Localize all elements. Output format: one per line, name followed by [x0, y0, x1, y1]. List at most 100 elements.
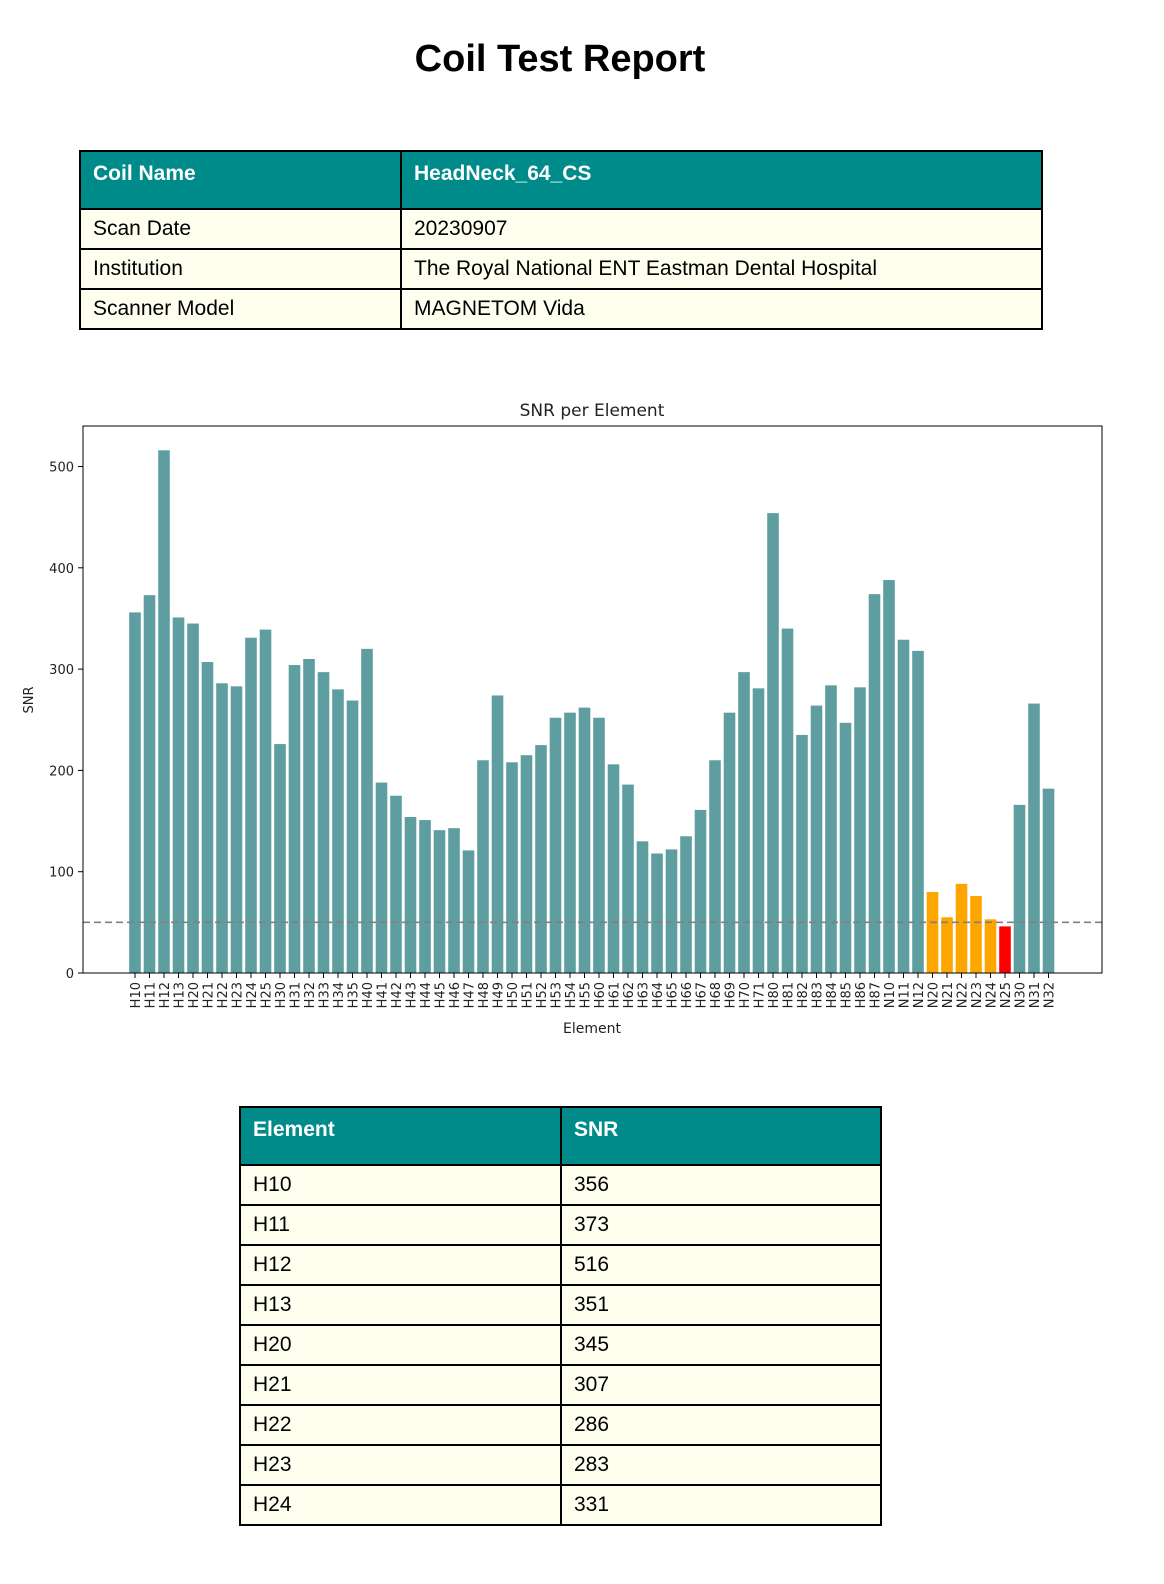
bar-H64: [651, 853, 663, 973]
x-tick-label: N22: [956, 982, 971, 1008]
x-tick-label: N10: [883, 982, 898, 1008]
x-tick-label: H52: [535, 982, 550, 1008]
bar-H86: [854, 687, 866, 973]
x-tick-label: N30: [1014, 982, 1029, 1008]
bar-H67: [694, 809, 707, 973]
y-tick-label: 200: [49, 764, 74, 779]
element-cell: H21: [239, 1364, 562, 1406]
x-tick-label: H24: [245, 982, 260, 1008]
bar-H55: [578, 707, 591, 973]
x-tick-label: H20: [187, 982, 202, 1008]
x-tick-label: H82: [796, 982, 811, 1008]
x-tick-label: H34: [332, 982, 347, 1008]
bar-H22: [216, 683, 228, 973]
bar-H40: [361, 648, 373, 973]
table-row: H10 356: [239, 1164, 882, 1206]
snr-cell: 331: [560, 1484, 882, 1526]
bar-H62: [622, 784, 634, 973]
bar-H42: [390, 795, 402, 973]
x-tick-label: H55: [579, 982, 594, 1008]
bar-H66: [680, 836, 692, 973]
element-cell: H24: [239, 1484, 562, 1526]
x-tick-label: H62: [622, 982, 637, 1008]
bar-H61: [607, 764, 620, 973]
scanner-model-value: MAGNETOM Vida: [400, 288, 1043, 330]
bar-H50: [506, 762, 518, 973]
x-tick-label: H30: [274, 982, 289, 1008]
bar-H43: [404, 817, 417, 973]
snr-table: Element SNR H10 356 H11 373 H12 516 H13 351 H20 3…: [239, 1106, 882, 1526]
institution-label: Institution: [79, 248, 402, 290]
bar-H51: [520, 755, 533, 973]
x-tick-label: H69: [724, 982, 739, 1008]
table-row: Scan Date 20230907: [79, 208, 1043, 250]
bar-N30: [1013, 804, 1026, 973]
x-tick-label: N23: [970, 982, 985, 1008]
x-tick-label: H23: [231, 982, 246, 1008]
x-tick-label: H68: [709, 982, 724, 1008]
element-cell: H13: [239, 1284, 562, 1326]
x-tick-label: H81: [782, 982, 797, 1008]
x-tick-label: H50: [506, 982, 521, 1008]
y-axis: 0 100 200 300 400 500: [49, 461, 83, 982]
x-tick-label: N25: [999, 982, 1014, 1008]
bar-H31: [288, 665, 301, 973]
x-tick-label: H54: [564, 982, 579, 1008]
scan-date-value: 20230907: [400, 208, 1043, 250]
x-tick-label: H80: [767, 982, 782, 1008]
snr-cell: 307: [560, 1364, 882, 1406]
x-tick-label: H40: [361, 982, 376, 1008]
bar-N31: [1028, 703, 1040, 973]
bar-H53: [549, 717, 562, 973]
bar-H81: [781, 628, 794, 973]
snr-cell: 286: [560, 1404, 882, 1446]
x-tick-label: N11: [898, 982, 913, 1008]
x-tick-label: H64: [651, 982, 666, 1008]
table-row: Scanner Model MAGNETOM Vida: [79, 288, 1043, 330]
x-tick-label: H12: [158, 982, 173, 1008]
x-tick-label: H51: [521, 982, 536, 1008]
y-tick-label: 400: [49, 562, 74, 577]
x-axis: H10 H11 H12 H13 H20 H21 H22 H23 H24 H25 H30 H31 H32 H…: [129, 973, 1058, 1008]
x-tick-label: H21: [202, 982, 217, 1008]
bar-H46: [448, 828, 460, 973]
x-tick-label: H32: [303, 982, 318, 1008]
bar-H24: [245, 637, 257, 973]
bar-N25: [999, 926, 1011, 973]
x-tick-label: H86: [854, 982, 869, 1008]
bar-H11: [143, 595, 156, 973]
x-tick-label: H22: [216, 982, 231, 1008]
x-tick-label: H41: [376, 982, 391, 1008]
bar-H35: [346, 700, 359, 973]
bar-H68: [709, 760, 721, 973]
y-tick-label: 300: [49, 663, 74, 678]
x-tick-label: H25: [260, 982, 275, 1008]
bar-H10: [129, 612, 141, 973]
x-tick-label: H49: [492, 982, 507, 1008]
x-tick-label: H43: [405, 982, 420, 1008]
bar-H63: [636, 841, 649, 973]
snr-cell: 345: [560, 1324, 882, 1366]
x-tick-label: H13: [173, 982, 188, 1008]
x-tick-label: H66: [680, 982, 695, 1008]
bar-H82: [796, 734, 808, 973]
bar-N11: [897, 639, 910, 973]
table-row: H21 307: [239, 1364, 882, 1406]
bar-H20: [187, 623, 199, 973]
x-axis-label: Element: [563, 1021, 621, 1037]
y-tick-label: 100: [49, 866, 74, 881]
table-header-row: Coil Name HeadNeck_64_CS: [79, 150, 1043, 210]
x-tick-label: H35: [347, 982, 362, 1008]
bar-H84: [825, 685, 837, 973]
bar-H13: [172, 617, 185, 973]
x-tick-label: N21: [941, 982, 956, 1008]
x-tick-label: H48: [477, 982, 492, 1008]
coil-name-value: HeadNeck_64_CS: [400, 150, 1043, 210]
x-tick-label: N20: [927, 982, 942, 1008]
bar-H48: [477, 760, 489, 973]
x-tick-label: N31: [1028, 982, 1043, 1008]
bar-H32: [303, 658, 315, 973]
x-tick-label: H67: [695, 982, 710, 1008]
snr-cell: 373: [560, 1204, 882, 1246]
